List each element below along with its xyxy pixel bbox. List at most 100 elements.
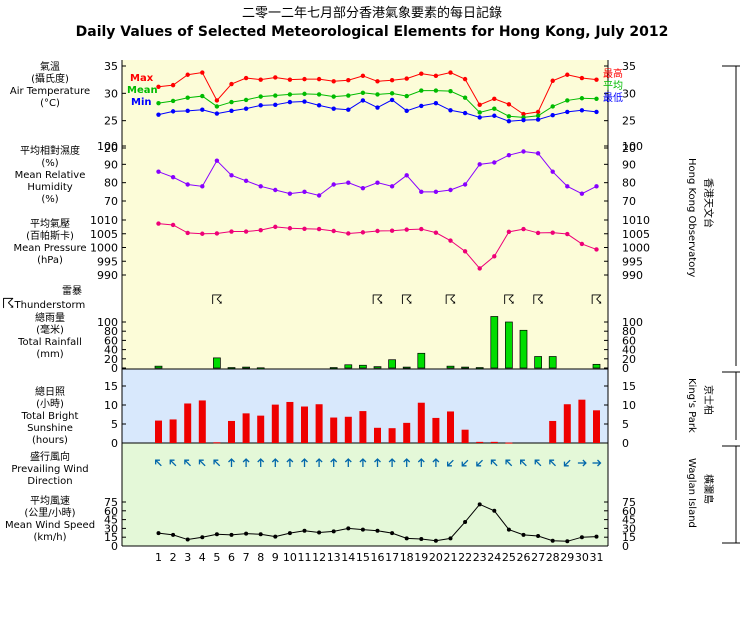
temp-min-point [521,117,526,123]
temp-mean-point [200,93,205,99]
thunderstorm-marker: ☈ [532,293,544,308]
wind-arrow-head [286,458,294,463]
y-tick-label-left: 30 [104,522,118,535]
humidity-point [462,182,468,187]
y-tick-label-left: 100 [97,316,118,329]
temp-max-point [492,96,497,102]
temp-min-point [448,108,453,113]
humidity-point [419,189,424,195]
pressure-point [243,229,249,234]
wind-direction-arrow [242,458,250,467]
x-tick-label: 27 [531,551,545,564]
wind-arrow-head [169,459,175,465]
temp-min-point [404,108,409,114]
rainfall-bar [534,356,542,369]
wind-speed-point [550,538,555,543]
x-tick-label: 19 [414,551,428,564]
thunderstorm-label-row: ☈Thunderstorm [2,297,122,312]
y-tick-label-left: 1010 [90,214,118,227]
temp-min-point [477,115,482,120]
wind-speed-point [404,536,409,541]
y-tick-label-left: 15 [104,380,118,393]
temp-max-point [477,102,482,108]
wind-direction-label-en-2: Direction [27,476,73,487]
humidity-point [200,184,205,189]
wind-speed-point [419,536,424,541]
pressure-unit: (hPa) [37,255,63,266]
wind-arrow-head [359,458,367,463]
temp-mean-point [506,114,512,119]
y-tick-label-right: 30 [622,87,636,100]
sunshine-bar [301,406,308,443]
temp-mean-point [375,92,380,97]
x-tick-label: 17 [385,551,399,564]
y-tick-label-right: 30 [622,522,636,535]
humidity-point [360,185,366,191]
rainfall-bar [490,316,499,369]
humidity-point [258,184,263,189]
pressure-point [462,249,468,254]
temp-mean-point [579,96,585,101]
temp-min-point [389,97,395,103]
wind-speed-label: 平均風速 (公里/小時) Mean Wind Speed (km/h) [2,496,98,544]
rainfall-bar [344,364,353,369]
humidity-point [185,182,190,187]
temp-mean-point [535,113,541,118]
sunshine-label-en-2: Sunshine [27,423,73,434]
pressure-point [419,226,424,232]
temp-min-point [258,103,263,108]
temp-min-point [243,106,249,111]
sunshine-bar [490,441,498,443]
pressure-point [214,231,220,236]
y-tick-label-right: 100 [622,140,643,153]
wind-direction-arrow [549,459,556,467]
wind-arrow-head [344,458,352,463]
wind-direction-arrow [330,458,338,467]
x-tick-label: 25 [502,551,516,564]
thunderstorm-marker: ☈ [401,293,413,308]
wind-arrow-head [476,461,482,467]
sunshine-unit: (hours) [32,435,68,446]
wind-direction-arrow [476,459,483,467]
humidity-label: 平均相對濕度 (%) Mean Relative Humidity (%) [2,146,98,206]
y-tick-label-right: 80 [622,325,636,338]
pressure-point [346,231,351,236]
wind-direction-arrow [213,459,221,467]
wind-direction-arrow [447,459,454,467]
x-tick-label: 28 [546,551,560,564]
pressure-point [273,224,278,230]
y-tick-label-right: 1000 [622,242,650,255]
wind-direction-arrow [228,458,235,467]
x-tick-label: 30 [575,551,589,564]
sunshine-bar [388,428,396,443]
sunshine-bar [359,411,367,443]
legend-min-en: Min [131,97,152,108]
wind-speed-point [302,528,307,533]
temp-max-point [506,102,512,107]
y-tick-label-left: 100 [97,140,118,153]
pressure-point [200,231,205,236]
temp-mean-point [360,90,366,95]
humidity-point [477,162,482,167]
temp-max-point [331,79,336,84]
temp-mean-point [594,96,599,102]
pressure-point [185,230,190,236]
wind-speed-point [565,539,570,544]
pressure-point [535,230,541,236]
temp-min-point [273,102,278,108]
y-tick-label-right: 10 [622,399,636,412]
x-tick-label: 15 [356,551,370,564]
y-tick-label-left: 80 [104,177,118,190]
humidity-point [579,191,585,196]
y-tick-label-left: 20 [104,353,118,366]
pressure-label-cn: 平均氣壓 [30,219,70,230]
sunshine-bar [403,422,411,443]
wind-arrow-shaft [549,459,556,467]
y-tick-label-right: 0 [622,540,629,553]
wind-direction-arrow [534,459,542,467]
temp-max-point [448,70,453,75]
y-tick-label-left: 30 [104,87,118,100]
x-tick-label: 11 [298,551,312,564]
temp-max-point [214,98,220,103]
